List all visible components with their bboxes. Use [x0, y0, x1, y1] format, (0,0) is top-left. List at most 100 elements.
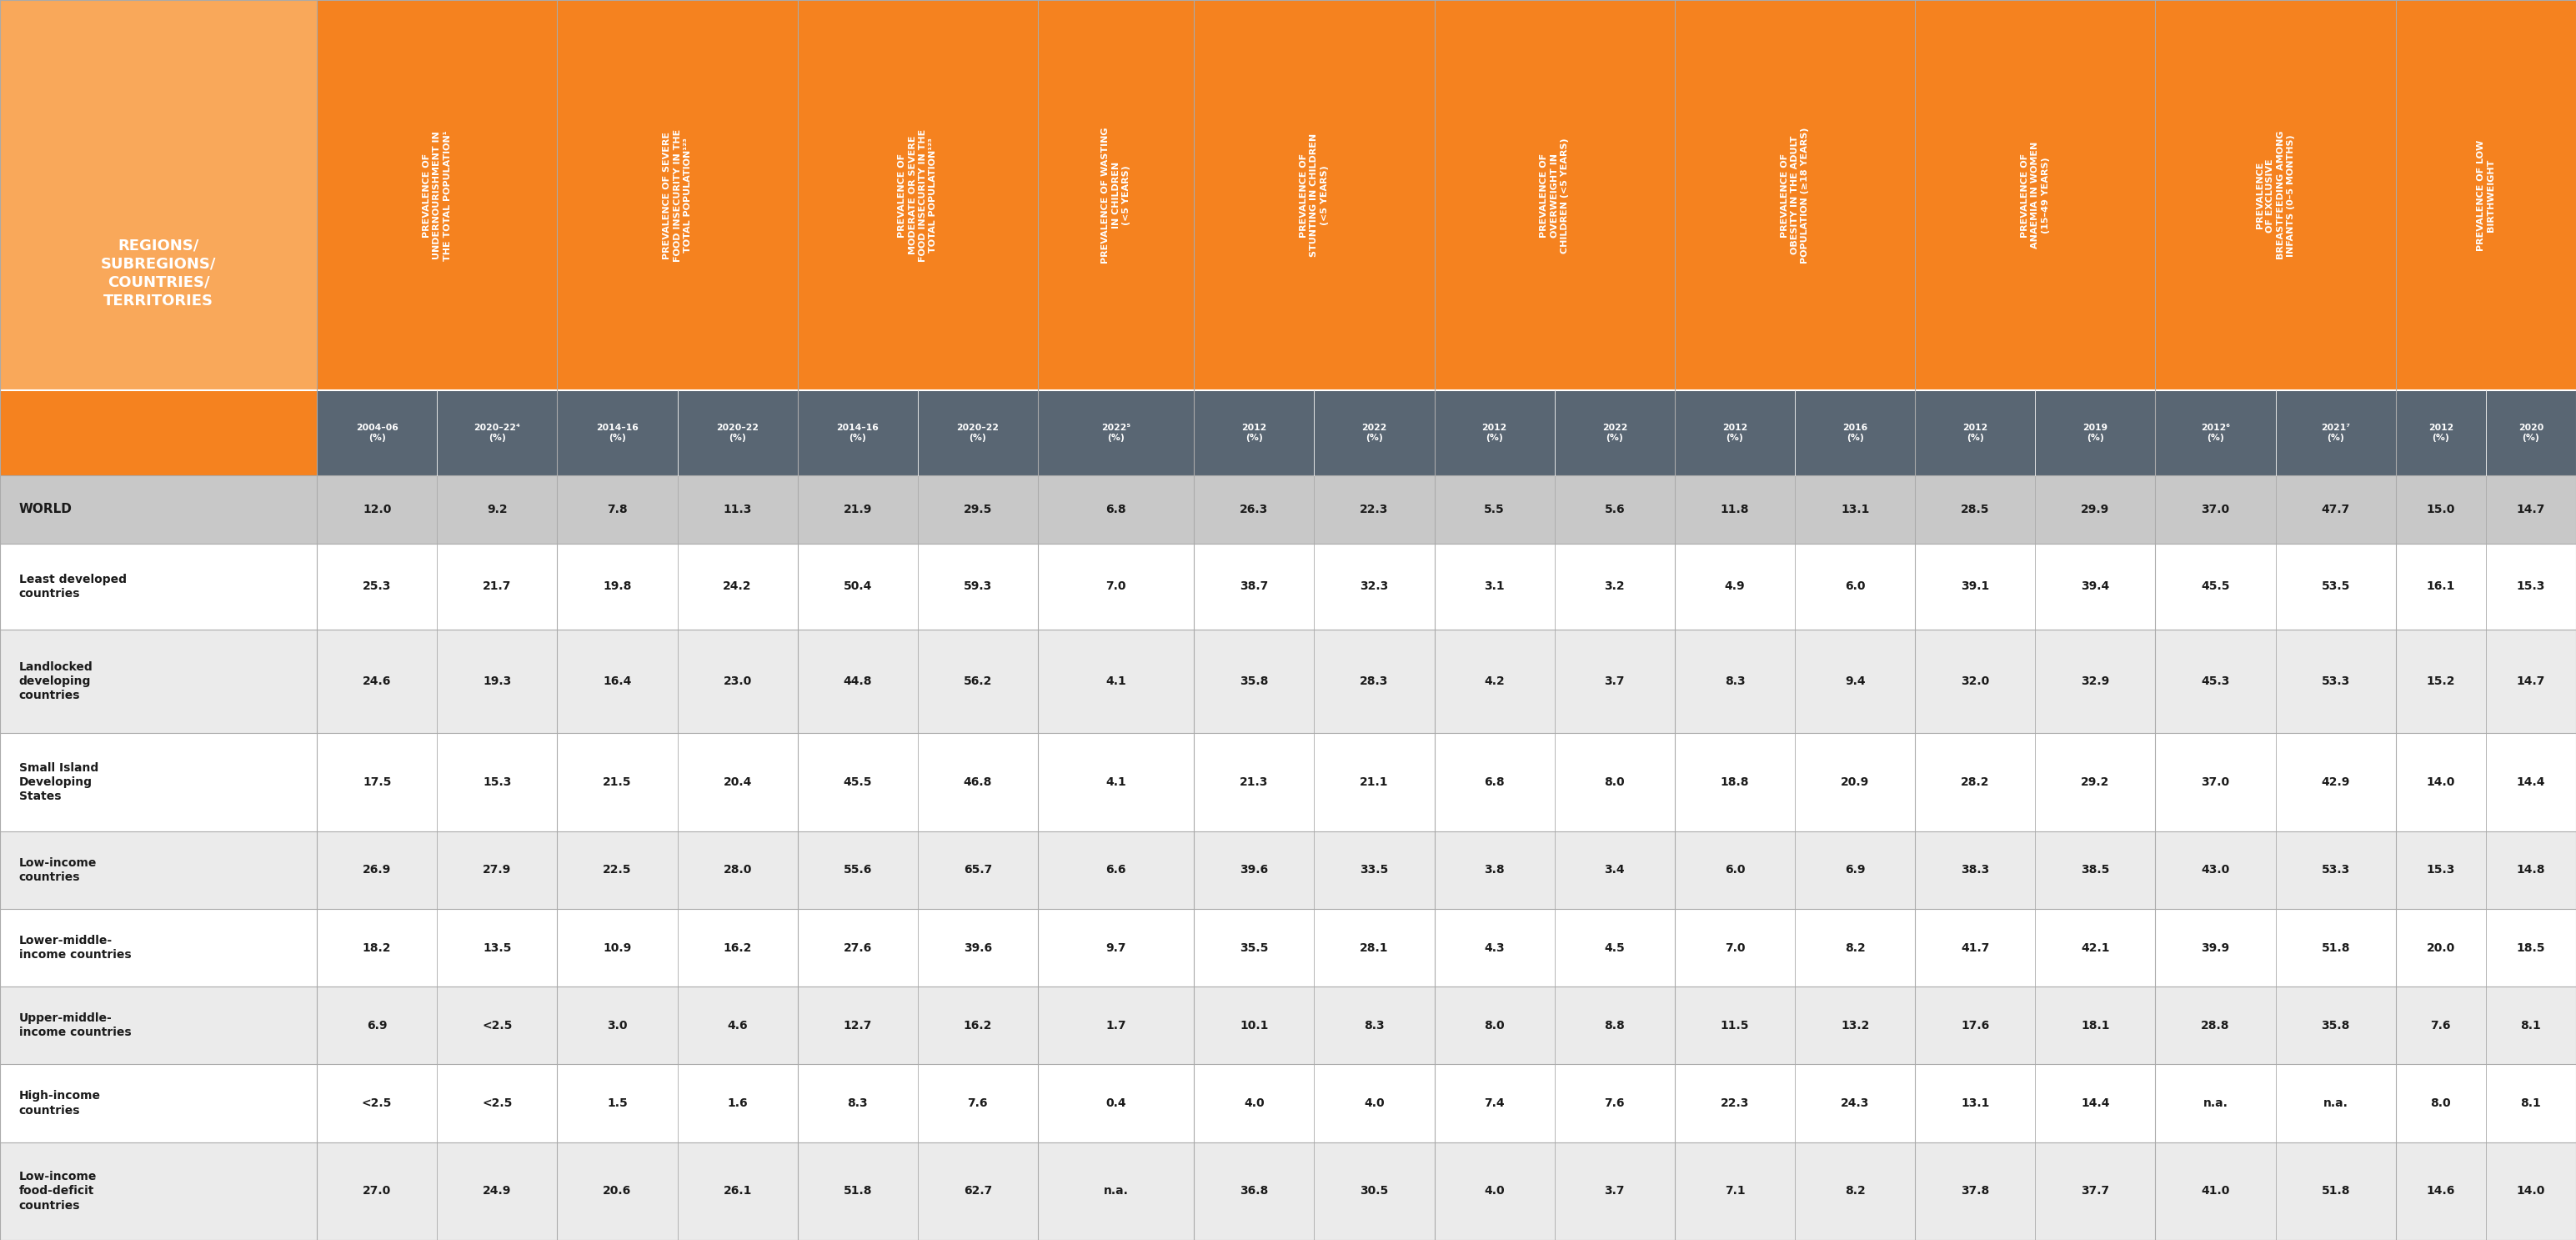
Text: 29.9: 29.9	[2081, 503, 2110, 516]
Bar	[1674, 391, 1795, 475]
Text: 3.7: 3.7	[1605, 1185, 1625, 1197]
Text: 38.3: 38.3	[1960, 864, 1989, 875]
Text: 7.4: 7.4	[1484, 1097, 1504, 1109]
Text: 18.8: 18.8	[1721, 776, 1749, 789]
Text: 26.3: 26.3	[1239, 503, 1267, 516]
Text: PREVALENCE OF
STUNTING IN CHILDREN
(<5 YEARS): PREVALENCE OF STUNTING IN CHILDREN (<5 Y…	[1301, 134, 1329, 257]
Text: 14.4: 14.4	[2081, 1097, 2110, 1109]
Text: 37.8: 37.8	[1960, 1185, 1989, 1197]
Text: 12.7: 12.7	[842, 1019, 871, 1032]
Text: 8.3: 8.3	[1365, 1019, 1383, 1032]
Text: 53.3: 53.3	[2321, 676, 2349, 687]
Text: 39.1: 39.1	[1960, 580, 1989, 593]
Text: 22.3: 22.3	[1360, 503, 1388, 516]
Text: 16.2: 16.2	[724, 942, 752, 954]
Text: 6.0: 6.0	[1844, 580, 1865, 593]
Bar	[0, 987, 2576, 1064]
Text: Low-income
food-deficit
countries: Low-income food-deficit countries	[18, 1171, 98, 1211]
Bar	[0, 733, 2576, 831]
Text: 21.7: 21.7	[482, 580, 513, 593]
Text: 28.0: 28.0	[724, 864, 752, 875]
Bar	[2275, 391, 2396, 475]
Bar	[1435, 0, 1674, 391]
Text: 28.8: 28.8	[2200, 1019, 2231, 1032]
Text: 5.5: 5.5	[1484, 503, 1504, 516]
Text: 13.2: 13.2	[1842, 1019, 1870, 1032]
Text: 8.1: 8.1	[2522, 1097, 2543, 1109]
Text: 41.7: 41.7	[1960, 942, 1989, 954]
Text: 15.2: 15.2	[2427, 676, 2455, 687]
Text: 28.3: 28.3	[1360, 676, 1388, 687]
Bar	[556, 0, 799, 391]
Text: 56.2: 56.2	[963, 676, 992, 687]
Text: 20.9: 20.9	[1842, 776, 1870, 789]
Text: 9.2: 9.2	[487, 503, 507, 516]
Bar	[0, 1064, 2576, 1142]
Text: 47.7: 47.7	[2321, 503, 2349, 516]
Text: 8.0: 8.0	[1605, 776, 1625, 789]
Text: 13.1: 13.1	[1842, 503, 1870, 516]
Bar	[0, 475, 2576, 544]
Text: 2012⁶
(%): 2012⁶ (%)	[2200, 423, 2231, 443]
Bar	[438, 391, 556, 475]
Text: 24.6: 24.6	[363, 676, 392, 687]
Bar	[0, 831, 2576, 909]
Text: 15.0: 15.0	[2427, 503, 2455, 516]
Text: 39.6: 39.6	[963, 942, 992, 954]
Text: 44.8: 44.8	[842, 676, 873, 687]
Text: 62.7: 62.7	[963, 1185, 992, 1197]
Text: 9.7: 9.7	[1105, 942, 1126, 954]
Text: 2022
(%): 2022 (%)	[1602, 423, 1628, 443]
Text: 15.3: 15.3	[2427, 864, 2455, 875]
Text: 13.1: 13.1	[1960, 1097, 1989, 1109]
Text: 2014–16
(%): 2014–16 (%)	[595, 423, 639, 443]
Text: 6.0: 6.0	[1723, 864, 1744, 875]
Text: 22.5: 22.5	[603, 864, 631, 875]
Text: 24.2: 24.2	[724, 580, 752, 593]
Text: 50.4: 50.4	[842, 580, 871, 593]
Text: PREVALENCE OF
OBESITY IN THE ADULT
POPULATION (≥18 YEARS): PREVALENCE OF OBESITY IN THE ADULT POPUL…	[1780, 128, 1808, 263]
Bar	[0, 0, 317, 391]
Text: PREVALENCE OF
UNDERNOURISHMENT IN
THE TOTAL POPULATION¹: PREVALENCE OF UNDERNOURISHMENT IN THE TO…	[422, 130, 451, 260]
Text: 3.4: 3.4	[1605, 864, 1625, 875]
Text: 6.6: 6.6	[1105, 864, 1126, 875]
Bar	[2396, 0, 2576, 391]
Text: 21.1: 21.1	[1360, 776, 1388, 789]
Bar	[2486, 391, 2576, 475]
Text: Upper-middle-
income countries: Upper-middle- income countries	[18, 1013, 131, 1039]
Text: 23.0: 23.0	[724, 676, 752, 687]
Bar	[2396, 391, 2486, 475]
Bar	[2035, 391, 2156, 475]
Text: 7.0: 7.0	[1723, 942, 1744, 954]
Text: PREVALENCE
OF EXCLUSIVE
BREASTFEEDING AMONG
INFANTS (0–5 MONTHS): PREVALENCE OF EXCLUSIVE BREASTFEEDING AM…	[2257, 131, 2295, 259]
Bar	[1553, 391, 1674, 475]
Text: 39.9: 39.9	[2202, 942, 2231, 954]
Text: 4.3: 4.3	[1484, 942, 1504, 954]
Text: 4.6: 4.6	[726, 1019, 747, 1032]
Text: 42.1: 42.1	[2081, 942, 2110, 954]
Text: 16.4: 16.4	[603, 676, 631, 687]
Bar	[317, 0, 556, 391]
Text: 29.5: 29.5	[963, 503, 992, 516]
Text: 24.9: 24.9	[482, 1185, 513, 1197]
Text: 16.1: 16.1	[2427, 580, 2455, 593]
Text: 11.8: 11.8	[1721, 503, 1749, 516]
Text: 4.0: 4.0	[1484, 1185, 1504, 1197]
Text: 6.9: 6.9	[1844, 864, 1865, 875]
Text: 46.8: 46.8	[963, 776, 992, 789]
Text: 20.0: 20.0	[2427, 942, 2455, 954]
Text: 17.6: 17.6	[1960, 1019, 1989, 1032]
Text: 3.1: 3.1	[1484, 580, 1504, 593]
Text: 35.5: 35.5	[1239, 942, 1267, 954]
Text: 45.5: 45.5	[842, 776, 873, 789]
Text: 4.2: 4.2	[1484, 676, 1504, 687]
Text: 4.9: 4.9	[1723, 580, 1744, 593]
Text: 8.3: 8.3	[1723, 676, 1744, 687]
Text: 2019
(%): 2019 (%)	[2084, 423, 2107, 443]
Text: 11.3: 11.3	[724, 503, 752, 516]
Text: 55.6: 55.6	[842, 864, 871, 875]
Text: 1.5: 1.5	[608, 1097, 629, 1109]
Bar	[677, 391, 799, 475]
Text: n.a.: n.a.	[2202, 1097, 2228, 1109]
Text: 37.0: 37.0	[2202, 503, 2231, 516]
